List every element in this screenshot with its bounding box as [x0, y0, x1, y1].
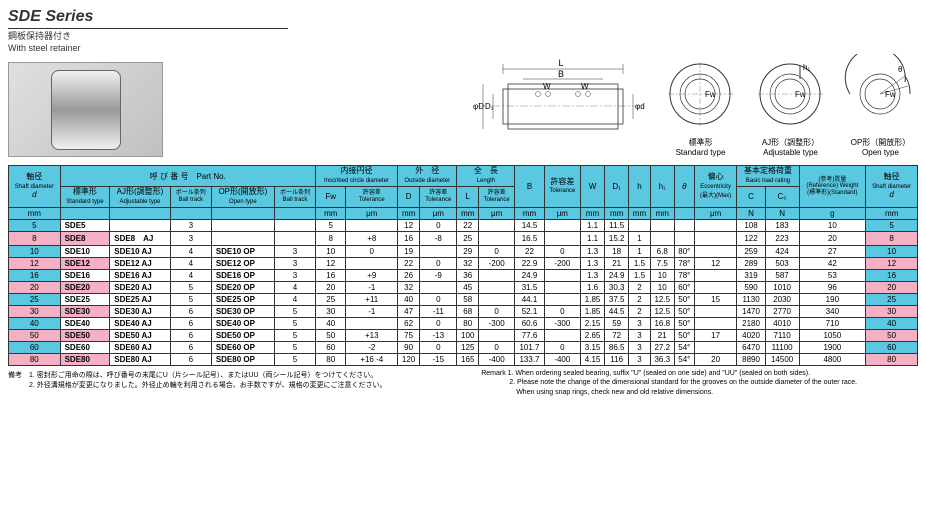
op-type-diagram: θ Fw [843, 54, 918, 134]
svg-text:B: B [558, 69, 564, 79]
aj-type-diagram: Fw h₁ [753, 54, 828, 134]
op-label-en: Open type [843, 148, 918, 157]
table-row: 20SDE20SDE20 AJ5SDE20 OP420-1324531.51.6… [9, 281, 918, 293]
svg-text:φd: φd [635, 102, 645, 111]
table-row: 16SDE16SDE16 AJ4SDE16 OP316+926-93624.91… [9, 269, 918, 281]
table-row: 30SDE30SDE30 AJ6SDE30 OP530-147-1168052.… [9, 305, 918, 317]
std-label-jp: 標準形 [663, 137, 738, 148]
spec-table: 軸径Shaft diameterd 呼 び 番 号 Part No. 内接円径I… [8, 165, 918, 365]
cross-section-diagram: L B W W φD D₁ φd [473, 54, 648, 154]
table-row: 10SDE10SDE10 AJ4SDE10 OP3100192902201.31… [9, 245, 918, 257]
svg-text:Fw: Fw [795, 90, 806, 99]
svg-text:W: W [581, 82, 589, 91]
series-title: SDE Series [8, 8, 288, 29]
subtitle-en: With steel retainer [8, 43, 288, 55]
op-label-jp: OP形（開放形） [843, 137, 918, 148]
notes-right: Remark 1. When ordering sealed bearing, … [481, 370, 918, 397]
svg-text:Fw: Fw [705, 90, 716, 99]
table-row: 8SDE8SDE8 AJ38+816-82516.51.115.21122223… [9, 231, 918, 245]
standard-type-diagram: Fw [663, 54, 738, 134]
std-label-en: Standard type [663, 148, 738, 157]
table-row: 12SDE12SDE12 AJ4SDE12 OP31222032-20022.9… [9, 257, 918, 269]
svg-text:θ: θ [898, 65, 903, 74]
svg-text:h₁: h₁ [803, 63, 810, 72]
notes-left: 備考 1. 密封形ご用命の際は、呼び番号の末尾にU（片シール記号）、またはUU（… [8, 370, 445, 397]
table-row: 80SDE80SDE80 AJ6SDE80 OP580+16 -4120-151… [9, 353, 918, 365]
table-row: 5SDE5351202214.51.111.5108183105 [9, 219, 918, 231]
table-row: 25SDE25SDE25 AJ5SDE25 OP425+114005844.11… [9, 293, 918, 305]
svg-text:L: L [558, 58, 563, 68]
subtitle-jp: 鋼板保持器付き [8, 31, 288, 43]
diagram-area: L B W W φD D₁ φd Fw 標準形 Standard type Fw… [473, 8, 918, 157]
aj-label-jp: AJ形（調整形） [753, 137, 828, 148]
product-image [8, 62, 163, 157]
aj-label-en: Adjustable type [753, 148, 828, 157]
table-row: 60SDE60SDE60 AJ6SDE60 OP560-29001250101.… [9, 341, 918, 353]
svg-text:D₁: D₁ [485, 102, 494, 111]
table-row: 50SDE50SDE50 AJ6SDE50 OP550+1375-1310077… [9, 329, 918, 341]
svg-text:φD: φD [473, 102, 484, 111]
table-row: 40SDE40SDE40 AJ6SDE40 OP54062080-30060.6… [9, 317, 918, 329]
svg-text:W: W [543, 82, 551, 91]
svg-text:Fw: Fw [885, 90, 896, 99]
